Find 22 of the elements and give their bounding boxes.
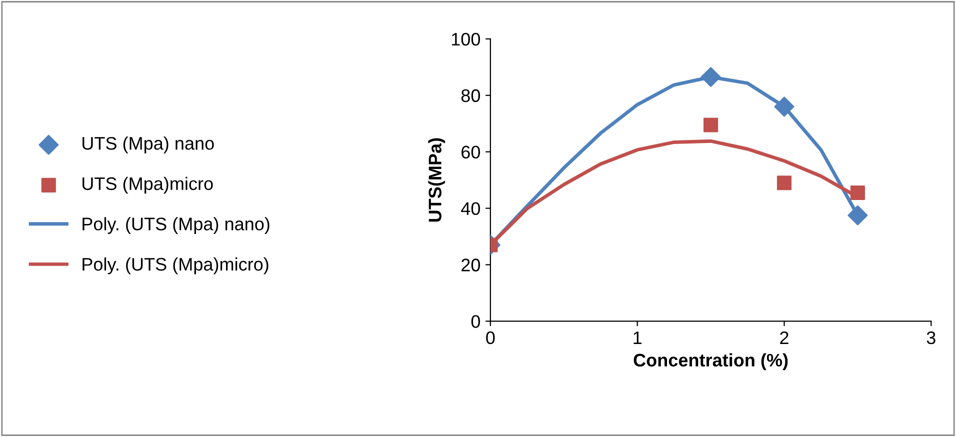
- y-tick-label: 100: [452, 32, 480, 46]
- x-tick-label: 1: [634, 332, 642, 344]
- point: [700, 66, 721, 88]
- y-tick-label: 20: [462, 258, 480, 272]
- y-axis-title: UTS(MPa): [428, 138, 446, 222]
- y-tick-label: 0: [471, 315, 480, 328]
- x-tick-label: 2: [780, 331, 788, 344]
- legend-label: UTS (Mpa)micro: [82, 176, 213, 194]
- y-tick-label: 40: [461, 202, 480, 215]
- y-tick-label: 80: [461, 89, 480, 102]
- x-tick-label: 0: [486, 331, 495, 344]
- x-tick-label: 3: [926, 331, 936, 344]
- legend-label: Poly. (UTS (Mpa) nano): [82, 217, 270, 234]
- x-axis-title: Concentration (%): [634, 353, 788, 370]
- legend-label: Poly. (UTS (Mpa)micro): [82, 257, 268, 274]
- point: [774, 96, 794, 117]
- point: [776, 176, 792, 190]
- legend-label: UTS (Mpa) nano: [82, 136, 214, 154]
- point: [850, 185, 865, 200]
- y-tick-label: 60: [462, 146, 480, 159]
- point: [704, 118, 718, 132]
- point: [848, 205, 868, 226]
